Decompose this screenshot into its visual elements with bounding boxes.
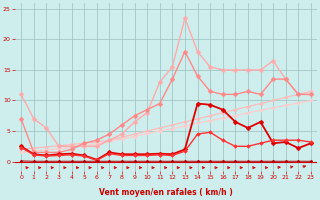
X-axis label: Vent moyen/en rafales ( km/h ): Vent moyen/en rafales ( km/h ) [99, 188, 233, 197]
